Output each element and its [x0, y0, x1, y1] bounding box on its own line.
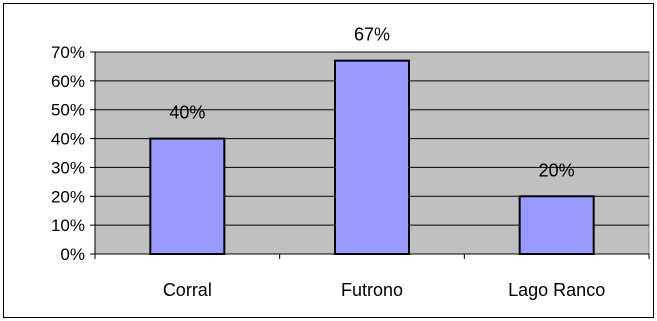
- y-tick-label: 20%: [51, 187, 85, 206]
- bar-corral: [149, 137, 226, 255]
- y-tick-label: 50%: [51, 101, 85, 120]
- data-label: 40%: [169, 103, 205, 123]
- x-tick-label: Lago Ranco: [508, 280, 605, 300]
- y-tick-label: 70%: [51, 43, 85, 62]
- bars: [149, 59, 595, 256]
- y-tick-label: 60%: [51, 72, 85, 91]
- x-tick-label: Corral: [163, 280, 212, 300]
- data-label: 20%: [539, 160, 575, 180]
- bar-futrono: [334, 59, 410, 255]
- y-tick-label: 30%: [51, 158, 85, 177]
- data-label: 67%: [354, 25, 390, 45]
- x-axis: Corral Futrono Lago Ranco: [94, 253, 650, 300]
- y-tick-label: 10%: [51, 216, 85, 235]
- data-labels: 40% 67% 20%: [169, 25, 574, 181]
- y-tick-label: 0%: [60, 245, 85, 264]
- x-tick-label: Futrono: [341, 280, 403, 300]
- bar-lago-ranco: [518, 195, 595, 256]
- y-axis: 0% 10% 20% 30% 40% 50% 60% 70%: [51, 43, 96, 264]
- y-tick-label: 40%: [51, 130, 85, 149]
